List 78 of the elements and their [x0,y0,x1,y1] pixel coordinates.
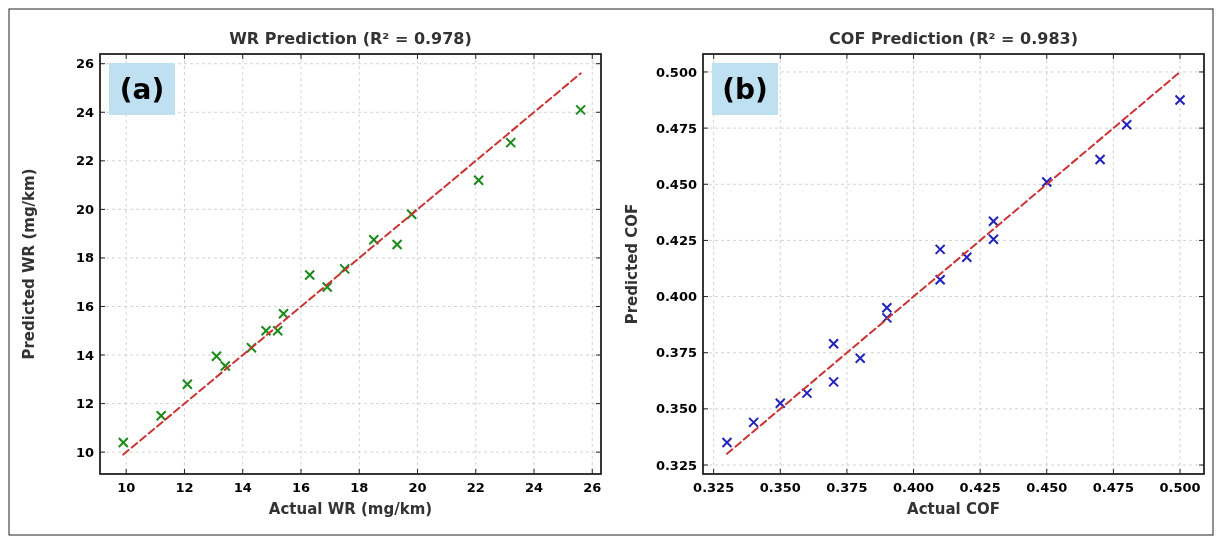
x-tick-label: 22 [466,480,485,495]
y-tick-label: 0.425 [655,232,697,248]
point [211,350,223,362]
y-axis-title: Predicted COF [623,203,641,325]
y-tick-label: 0.350 [655,401,697,417]
point [321,281,333,293]
x-tick-label: 0.500 [1159,480,1201,495]
point [155,410,167,422]
point [828,338,840,350]
x-tick-label: 0.375 [826,480,868,495]
point [801,387,813,399]
y-axis-title: Predicted WR (mg/km) [20,168,38,360]
point [1174,94,1186,106]
panel-label: (b) [712,63,778,115]
point [1041,176,1053,188]
x-axis-title: Actual WR (mg/km) [268,500,433,518]
y-tick-label: 0.450 [655,176,697,192]
x-axis-title: Actual COF [907,500,1000,518]
point [721,437,733,449]
point [934,274,946,286]
annotation: (b) [722,73,768,106]
point [1121,119,1133,131]
point [219,360,231,372]
point [575,104,587,116]
point [987,233,999,245]
point [368,234,380,246]
x-tick-label: 0.450 [1026,480,1068,495]
point [406,208,418,220]
point [117,436,129,448]
y-tick-label: 10 [75,444,94,460]
y-tick-label: 0.400 [655,289,697,305]
point [505,137,517,149]
y-tick-label: 20 [75,201,94,217]
annotation: (a) [119,73,165,106]
point [881,312,893,324]
point [245,342,257,354]
x-tick-label: 0.400 [892,480,935,495]
x-tick-label: 18 [350,480,369,495]
point [181,378,193,390]
point [961,251,973,263]
panel-label: (a) [109,63,175,115]
x-tick-label: 26 [583,480,602,495]
point [1094,154,1106,166]
point [854,352,866,364]
y-tick-label: 16 [75,299,94,315]
y-tick-label: 14 [75,347,94,363]
point [473,174,485,186]
y-tick-label: 0.475 [655,120,697,136]
point [934,243,946,255]
x-tick-label: 0.425 [959,480,1001,495]
y-tick-label: 0.325 [655,457,697,473]
x-tick-label: 10 [117,480,136,495]
point [304,269,316,281]
x-tick-label: 0.350 [759,480,801,495]
y-tick-label: 0.375 [655,345,697,361]
point [987,215,999,227]
chart-title: WR Prediction (R² = 0.978) [229,29,472,48]
x-tick-label: 16 [291,480,311,495]
y-tick-label: 22 [75,153,94,169]
y-tick-label: 12 [75,396,94,412]
point [339,263,351,275]
point [391,239,403,251]
y-tick-label: 24 [75,104,94,120]
point [748,416,760,428]
x-tick-label: 0.475 [1092,480,1134,495]
x-tick-label: 20 [408,480,427,495]
chart-title: COF Prediction (R² = 0.983) [829,29,1078,48]
x-tick-label: 0.325 [693,480,735,495]
x-tick-label: 14 [233,480,252,495]
point [881,302,893,314]
point [774,397,786,409]
point [828,376,840,388]
y-tick-label: 0.500 [655,64,697,80]
y-tick-label: 18 [75,250,94,266]
x-tick-label: 12 [175,480,194,495]
point [278,308,290,320]
y-tick-label: 26 [75,56,94,72]
x-tick-label: 24 [524,480,544,495]
